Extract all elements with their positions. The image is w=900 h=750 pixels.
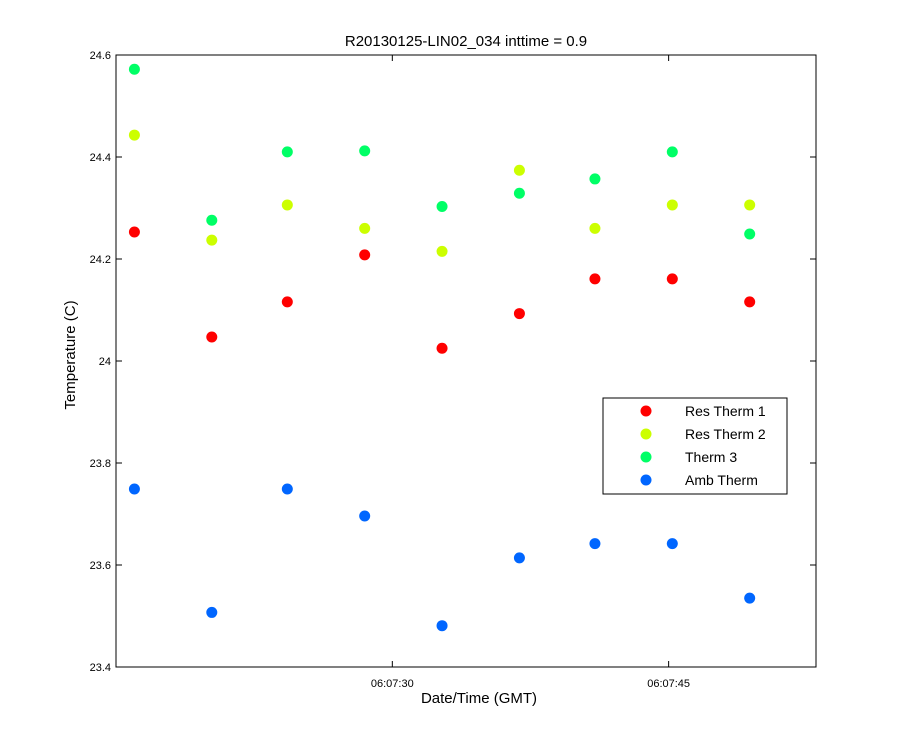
point-amb-therm	[206, 606, 218, 618]
legend-marker	[640, 428, 652, 440]
legend-label: Therm 3	[685, 449, 737, 465]
point-therm-3	[128, 63, 140, 75]
point-therm-3	[589, 173, 601, 185]
point-amb-therm	[359, 510, 371, 522]
point-amb-therm	[666, 538, 678, 550]
y-tick-label: 24.2	[90, 254, 111, 266]
point-res-therm-2	[589, 222, 601, 234]
point-res-therm-1	[281, 296, 293, 308]
y-tick-label: 23.4	[90, 662, 111, 674]
y-tick-label: 23.6	[90, 560, 111, 572]
point-amb-therm	[128, 483, 140, 495]
x-axis-label: Date/Time (GMT)	[421, 690, 537, 707]
y-axis-label: Temperature (C)	[62, 300, 79, 409]
legend: Res Therm 1 Res Therm 2 Therm 3 Amb Therm	[602, 397, 788, 495]
point-res-therm-1	[744, 296, 756, 308]
x-tick-label: 06:07:45	[647, 678, 690, 690]
y-tick-label: 24	[99, 356, 111, 368]
point-res-therm-2	[206, 234, 218, 246]
point-amb-therm	[281, 483, 293, 495]
point-therm-3	[206, 214, 218, 226]
y-tick-label: 24.4	[90, 152, 111, 164]
point-res-therm-2	[513, 164, 525, 176]
legend-box	[602, 397, 788, 495]
legend-label: Res Therm 1	[685, 403, 766, 419]
point-amb-therm	[436, 620, 448, 632]
point-res-therm-2	[359, 222, 371, 234]
y-tick-label: 24.6	[90, 50, 111, 62]
chart-title: R20130125-LIN02_034 inttime = 0.9	[345, 33, 587, 50]
point-res-therm-1	[128, 226, 140, 238]
legend-marker	[640, 474, 652, 486]
point-res-therm-1	[589, 273, 601, 285]
point-therm-3	[436, 200, 448, 212]
y-axis: 23.4 23.6 23.8 24 24.2 24.4 24.6	[90, 50, 816, 674]
point-res-therm-1	[206, 331, 218, 343]
point-amb-therm	[513, 552, 525, 564]
point-res-therm-1	[666, 273, 678, 285]
x-tick-label: 06:07:30	[371, 678, 414, 690]
point-res-therm-2	[281, 199, 293, 211]
point-res-therm-1	[513, 308, 525, 320]
point-therm-3	[513, 187, 525, 199]
point-res-therm-2	[436, 245, 448, 257]
point-res-therm-2	[744, 199, 756, 211]
point-res-therm-1	[436, 342, 448, 354]
legend-label: Amb Therm	[685, 472, 758, 488]
point-therm-3	[359, 145, 371, 157]
point-amb-therm	[589, 538, 601, 550]
y-tick-label: 23.8	[90, 458, 111, 470]
legend-marker	[640, 451, 652, 463]
point-amb-therm	[744, 592, 756, 604]
point-therm-3	[666, 146, 678, 158]
legend-marker	[640, 405, 652, 417]
point-therm-3	[281, 146, 293, 158]
data-points	[128, 63, 756, 632]
plot-area	[115, 54, 817, 668]
x-axis: 06:07:30 06:07:45	[371, 55, 690, 690]
point-res-therm-2	[128, 129, 140, 141]
point-res-therm-2	[666, 199, 678, 211]
point-res-therm-1	[359, 249, 371, 261]
legend-label: Res Therm 2	[685, 426, 766, 442]
point-therm-3	[744, 228, 756, 240]
